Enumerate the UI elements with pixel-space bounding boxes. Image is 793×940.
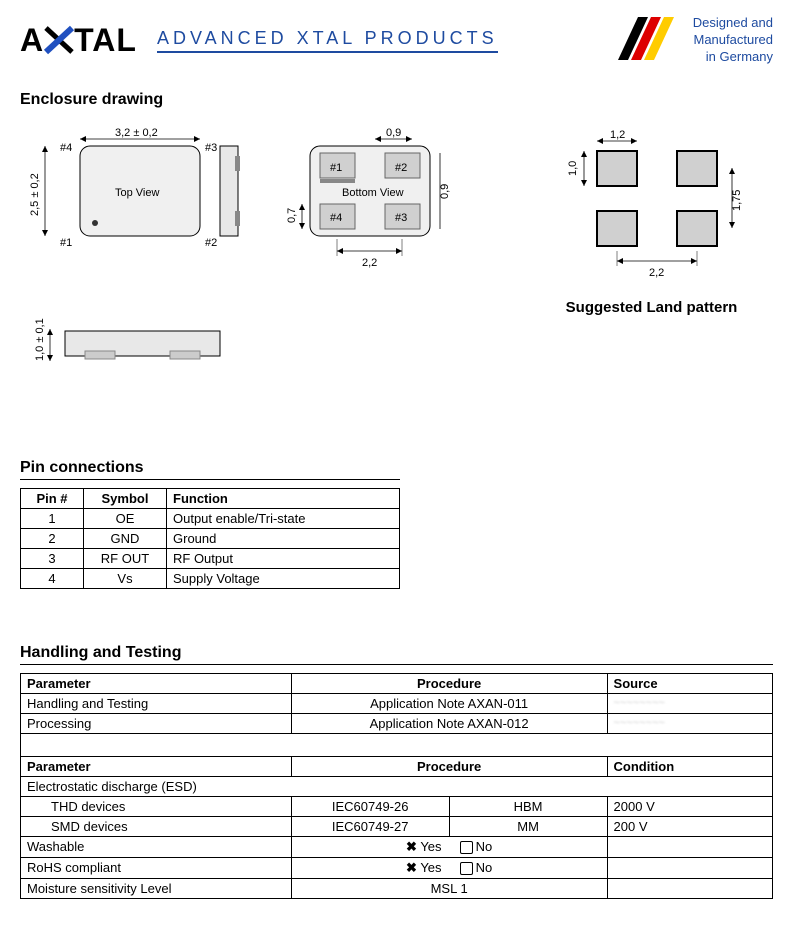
land-dim-pitch-x: 2,2 — [649, 267, 664, 279]
th-function: Function — [167, 488, 400, 508]
checkbox-empty-icon — [460, 862, 473, 875]
logo-letters-tal: TAL — [74, 22, 137, 59]
enclosure-drawing-area: 3,2 ± 0,2 Top View #4 #3 #1 #2 2,5 ± 0,2 — [20, 121, 773, 404]
table-row: RoHS compliant ✖ Yes No — [21, 857, 773, 878]
th-symbol: Symbol — [84, 488, 167, 508]
germany-flag-icon — [613, 15, 683, 65]
logo-letter-a: A — [20, 22, 44, 59]
germany-line2: Manufactured — [693, 32, 773, 49]
dim-bottom-pitch: 2,2 — [362, 257, 377, 269]
spacer-row — [21, 733, 773, 756]
th-procedure2: Procedure — [291, 756, 607, 776]
germany-line1: Designed and — [693, 15, 773, 32]
dim-width: 3,2 ± 0,2 — [115, 127, 158, 139]
corner-4: #4 — [60, 142, 72, 154]
bottom-view-label: Bottom View — [342, 187, 404, 199]
land-pattern-label: Suggested Land pattern — [530, 299, 773, 316]
table-row: Washable ✖ Yes No — [21, 836, 773, 857]
table-row: SMD devices IEC60749-27 MM 200 V — [21, 816, 773, 836]
dim-pad-w: 0,9 — [386, 127, 401, 139]
th-pin: Pin # — [21, 488, 84, 508]
land-pattern-svg: 1,2 1,0 1,75 — [532, 121, 772, 281]
rohs-checkboxes: ✖ Yes No — [291, 857, 607, 878]
table-row: 3 RF OUT RF Output — [21, 548, 400, 568]
table-row: 1 OE Output enable/Tri-state — [21, 508, 400, 528]
pin-connections-table: Pin # Symbol Function 1 OE Output enable… — [20, 488, 400, 589]
germany-line3: in Germany — [693, 49, 773, 66]
logo-area: A TAL ADVANCED XTAL PRODUCTS — [20, 22, 498, 59]
table-row: THD devices IEC60749-26 HBM 2000 V — [21, 796, 773, 816]
land-pattern-column: 1,2 1,0 1,75 — [530, 121, 773, 316]
header-right: Designed and Manufactured in Germany — [613, 15, 773, 66]
table-row: 2 GND Ground — [21, 528, 400, 548]
bv-pad-4: #4 — [330, 212, 342, 224]
table-row: Moisture sensitivity Level MSL 1 — [21, 878, 773, 898]
handling-table: Parameter Procedure Source Handling and … — [20, 673, 773, 899]
th-condition: Condition — [607, 756, 772, 776]
washable-checkboxes: ✖ Yes No — [291, 836, 607, 857]
table-row: Processing Application Note AXAN-012 ~~~… — [21, 713, 773, 733]
table-row: Handling and Testing Application Note AX… — [21, 693, 773, 713]
table-header-row: Parameter Procedure Condition — [21, 756, 773, 776]
corner-1: #1 — [60, 237, 72, 249]
table-row: Electrostatic discharge (ESD) — [21, 776, 773, 796]
bv-pad-1: #1 — [330, 162, 342, 174]
land-dim-h: 1,0 — [567, 160, 579, 175]
th-procedure: Procedure — [291, 673, 607, 693]
table-row: 4 Vs Supply Voltage — [21, 568, 400, 588]
dim-side-h: 0,9 — [439, 183, 451, 198]
logo-x-icon — [44, 24, 74, 56]
land-dim-w: 1,2 — [610, 129, 625, 141]
germany-text: Designed and Manufactured in Germany — [693, 15, 773, 66]
enclosure-title: Enclosure drawing — [20, 91, 773, 111]
land-dim-pitch-y: 1,75 — [731, 189, 743, 210]
x-mark-icon: ✖ — [406, 860, 417, 875]
pin-connections-title: Pin connections — [20, 459, 400, 480]
dim-thickness: 1,0 ± 0,1 — [34, 318, 46, 361]
tagline: ADVANCED XTAL PRODUCTS — [157, 28, 498, 53]
corner-3: #3 — [205, 142, 217, 154]
blurred-source: ~~~~~~~~ — [607, 713, 772, 733]
blurred-source: ~~~~~~~~ — [607, 693, 772, 713]
bv-pad-2: #2 — [395, 162, 407, 174]
top-view-label: Top View — [115, 187, 159, 199]
checkbox-empty-icon — [460, 841, 473, 854]
dim-pad-h: 0,7 — [286, 207, 298, 222]
axtal-logo: A TAL — [20, 22, 137, 59]
x-mark-icon: ✖ — [406, 839, 417, 854]
handling-title: Handling and Testing — [20, 644, 773, 665]
corner-2: #2 — [205, 237, 217, 249]
page-header: A TAL ADVANCED XTAL PRODUCTS Designed an… — [20, 15, 773, 66]
table-header-row: Parameter Procedure Source — [21, 673, 773, 693]
table-header-row: Pin # Symbol Function — [21, 488, 400, 508]
bv-pad-3: #3 — [395, 212, 407, 224]
dim-height: 2,5 ± 0,2 — [29, 173, 41, 216]
th-parameter: Parameter — [21, 673, 292, 693]
enclosure-drawing-svg: 3,2 ± 0,2 Top View #4 #3 #1 #2 2,5 ± 0,2 — [20, 121, 480, 401]
th-source: Source — [607, 673, 772, 693]
enclosure-left-column: 3,2 ± 0,2 Top View #4 #3 #1 #2 2,5 ± 0,2 — [20, 121, 480, 404]
th-parameter2: Parameter — [21, 756, 292, 776]
